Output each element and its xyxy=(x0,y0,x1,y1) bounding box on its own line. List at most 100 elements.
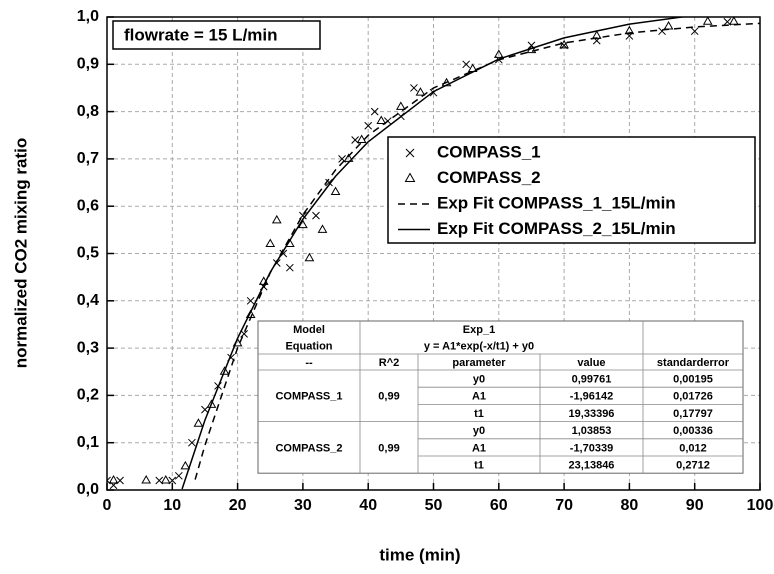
x-axis-label: time (min) xyxy=(379,545,460,564)
data-point xyxy=(364,121,373,130)
x-tick-label: 80 xyxy=(621,497,639,514)
data-point xyxy=(298,219,308,229)
table-cell: Equation xyxy=(285,340,332,352)
data-point xyxy=(108,475,119,484)
data-point xyxy=(356,134,367,143)
table-cell: 19,33396 xyxy=(569,408,615,420)
data-point xyxy=(462,60,471,69)
table-cell: t1 xyxy=(474,408,484,420)
y-tick-label: 0,3 xyxy=(77,339,99,356)
y-tick-label: 0,4 xyxy=(77,292,99,309)
x-tick-label: 90 xyxy=(686,497,704,514)
fit-line xyxy=(194,22,760,480)
x-tick-label: 60 xyxy=(490,497,508,514)
table-cell: -1,96142 xyxy=(570,391,613,403)
table-cell: value xyxy=(577,357,605,369)
table-cell: 0,00336 xyxy=(673,425,713,437)
data-point xyxy=(219,366,230,375)
y-tick-label: 0,5 xyxy=(77,245,99,262)
data-point xyxy=(188,438,196,447)
x-tick-label: 50 xyxy=(425,497,443,514)
data-point xyxy=(246,296,255,305)
plot-data xyxy=(107,17,760,490)
data-point xyxy=(415,87,426,96)
fit-line xyxy=(181,17,688,490)
table-cell: Exp_1 xyxy=(463,324,495,336)
data-point xyxy=(312,211,320,220)
y-axis-label: normalized CO2 mixing ratio xyxy=(11,138,30,369)
x-tick-label: 100 xyxy=(747,497,774,514)
y-tick-label: 0,2 xyxy=(77,387,99,404)
y-tick-label: 0,0 xyxy=(77,481,99,498)
data-point xyxy=(702,17,713,25)
table-cell: A1 xyxy=(472,391,486,403)
y-tick-label: 0,1 xyxy=(77,434,99,451)
table-cell: 0,00195 xyxy=(673,374,713,386)
y-tick-label: 0,8 xyxy=(77,103,99,120)
y-tick-label: 1,0 xyxy=(77,8,99,25)
table-cell: standarderror xyxy=(657,357,730,369)
annotation-box xyxy=(112,20,321,50)
table-cell: R^2 xyxy=(379,357,400,369)
x-tick-label: 30 xyxy=(294,497,312,514)
data-point xyxy=(180,460,191,470)
x-tick-label: 20 xyxy=(229,497,247,514)
plot-frame xyxy=(106,16,761,491)
legend-label: COMPASS_2 xyxy=(437,168,541,187)
data-point xyxy=(160,475,171,484)
data-point xyxy=(317,224,328,233)
table-cell: 0,99761 xyxy=(572,374,612,386)
table-cell: parameter xyxy=(452,357,506,369)
data-point xyxy=(325,178,333,187)
table-cell: COMPASS_1 xyxy=(275,391,342,403)
data-point xyxy=(174,471,183,480)
legend-marker xyxy=(405,148,415,158)
legend-label: Exp Fit COMPASS_2_15L/min xyxy=(437,219,676,238)
data-point xyxy=(410,84,418,92)
data-point xyxy=(493,49,504,58)
annotation: flowrate = 15 L/min xyxy=(124,25,278,44)
legend-marker xyxy=(404,172,416,182)
table-cell: y0 xyxy=(473,374,485,386)
data-point xyxy=(559,39,569,49)
data-point xyxy=(285,263,294,272)
table-cell: -1,70339 xyxy=(570,442,613,454)
data-point xyxy=(690,27,699,36)
table-cell: -- xyxy=(305,357,313,369)
y-tick-label: 0,6 xyxy=(77,197,99,214)
table-cell: 0,99 xyxy=(378,442,399,454)
data-point xyxy=(370,107,379,116)
table-cell: Model xyxy=(293,324,325,336)
data-point xyxy=(141,475,152,484)
data-point xyxy=(395,101,406,110)
table-cell: y = A1*exp(-x/t1) + y0 xyxy=(424,340,534,352)
x-tick-label: 10 xyxy=(163,497,181,514)
data-point xyxy=(304,252,315,262)
table-cell: 1,03853 xyxy=(572,425,612,437)
table-cell: t1 xyxy=(474,460,484,472)
data-point xyxy=(193,418,204,427)
data-point xyxy=(330,186,341,196)
table-box xyxy=(257,320,744,474)
y-tick-label: 0,9 xyxy=(77,56,99,73)
data-point xyxy=(240,330,248,338)
x-tick-label: 40 xyxy=(359,497,377,514)
x-tick-label: 0 xyxy=(103,497,112,514)
table-cell: 0,2712 xyxy=(676,460,710,472)
x-tick-label: 70 xyxy=(555,497,573,514)
data-point xyxy=(206,399,217,408)
data-point xyxy=(376,115,387,125)
data-point xyxy=(271,214,282,224)
y-tick-label: 0,7 xyxy=(77,150,99,167)
table-cell: 0,99 xyxy=(378,391,399,403)
legend-box xyxy=(387,136,756,244)
table-cell: COMPASS_2 xyxy=(275,442,342,454)
table-cell: 0,01726 xyxy=(673,391,713,403)
table-cell: y0 xyxy=(473,425,485,437)
table-cell: A1 xyxy=(472,442,486,454)
table-cell: 0,17797 xyxy=(673,408,713,420)
legend-label: Exp Fit COMPASS_1_15L/min xyxy=(437,193,676,212)
table-cell: 0,012 xyxy=(679,442,707,454)
data-point xyxy=(265,238,276,248)
